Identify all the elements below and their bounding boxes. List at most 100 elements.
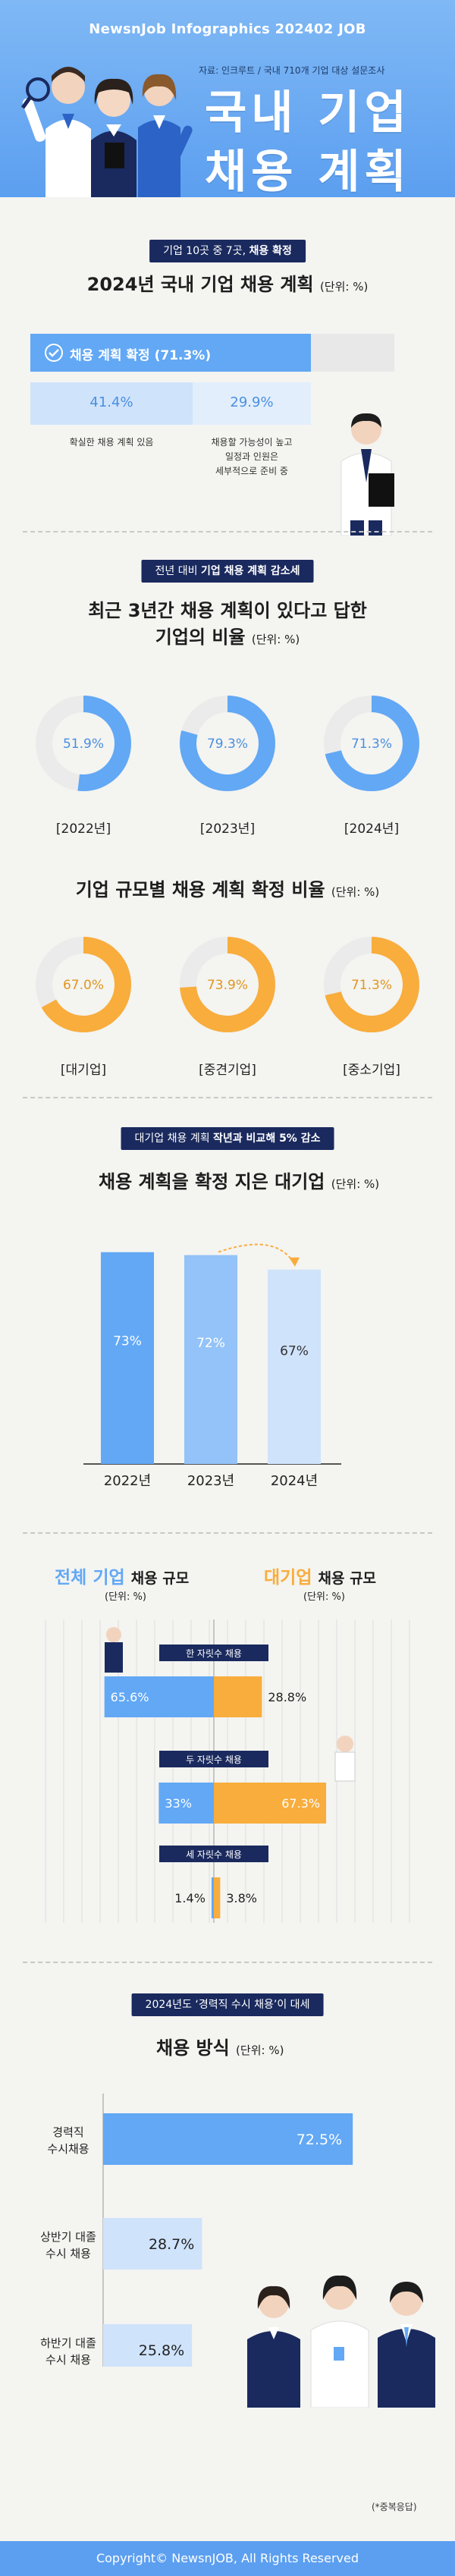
large-companies-value: 67.3% — [281, 1796, 320, 1811]
scale-label-left: 채용 규모 — [130, 1570, 190, 1587]
donut-category-label: [중견기업] — [199, 1063, 256, 1078]
all-companies-bar — [104, 1676, 214, 1717]
duplicate-response-note: (*중복응답) — [372, 2502, 417, 2512]
section4-pill-bold: 작년과 비교해 5% 감소 — [213, 1132, 321, 1145]
bar — [103, 2324, 193, 2367]
large-companies-label: 대기업 — [264, 1568, 312, 1588]
bar — [103, 2113, 353, 2165]
woman-head-icon — [337, 1736, 353, 1752]
all-companies-value: 1.4% — [174, 1891, 206, 1905]
bar — [101, 1252, 154, 1464]
section4-unit: (단위: %) — [331, 1177, 380, 1191]
donut-value-label: 67.0% — [63, 978, 104, 993]
large-companies-bar — [214, 1676, 262, 1717]
large-companies-bar — [214, 1877, 221, 1918]
all-companies-value: 33% — [165, 1796, 192, 1811]
large-companies-value: 28.8% — [268, 1690, 306, 1704]
donut-value-label: 79.3% — [207, 737, 248, 752]
all-companies-bar — [158, 1783, 214, 1824]
likely-plan-caption: 채용할 가능성이 높고 일정과 인원은 세부적으로 준비 중 — [211, 437, 293, 477]
bar — [184, 1255, 237, 1464]
all-companies-bar — [211, 1877, 214, 1918]
category-label: 세 자릿수 채용 — [186, 1849, 242, 1860]
section3-title-text: 기업 규모별 채용 계획 확정 비율 — [75, 879, 325, 900]
donut-category-label: [2024년] — [344, 821, 399, 837]
bar-value-label: 73% — [113, 1334, 142, 1349]
donut-slice — [324, 696, 419, 791]
section2-pill-bold: 기업 채용 계획 감소세 — [200, 565, 300, 577]
donut-value-label: 73.9% — [207, 978, 248, 993]
bar-category-label: 하반기 대졸 — [40, 2336, 96, 2350]
section2-unit: (단위: %) — [251, 632, 300, 646]
company-size-donut-chart: 67.0% [대기업] 73.9% [중견기업] 71.3% [중소기업] — [36, 937, 419, 1078]
bar-category-label: 수시 채용 — [46, 2353, 91, 2367]
category-label: 한 자릿수 채용 — [186, 1648, 242, 1659]
donut-category-label: [대기업] — [61, 1063, 106, 1078]
donut-category-label: [2023년] — [200, 821, 255, 837]
brand-title: NewsnJob Infographics 202402 JOB — [89, 21, 366, 37]
bar-value-label: 28.7% — [149, 2236, 194, 2253]
donut-value-label: 71.3% — [351, 737, 392, 752]
footer-copyright: Copyright© NewsnJOB, All Rights Reserved — [0, 2541, 455, 2576]
unconfirmed-plan-bar — [311, 334, 394, 372]
hiring-scale-butterfly-chart: 한 자릿수 채용 65.6% 28.8% 두 자릿수 채용 33% 67.3% 세 자릿수 … — [45, 1619, 410, 1923]
bar-value-label: 72.5% — [297, 2131, 342, 2148]
trend-arrow-head — [289, 1257, 300, 1267]
category-pill — [159, 1751, 268, 1767]
divider — [23, 1097, 432, 1098]
divider — [23, 531, 432, 532]
section1-pill-text: 기업 10곳 중 7곳, — [163, 245, 246, 257]
large-companies-bar — [214, 1783, 327, 1824]
divider — [23, 1532, 432, 1534]
donut-slice — [180, 937, 275, 1032]
bar-value-label: 72% — [196, 1336, 225, 1351]
section1-title: 2024년 국내 기업 채용 계획 (단위: %) — [0, 272, 455, 298]
donut-category-label: [중소기업] — [343, 1063, 400, 1078]
office-workers-illustration — [20, 67, 193, 197]
donut-slice — [36, 937, 131, 1032]
donut-value-label: 51.9% — [63, 737, 104, 752]
large-companies-scale-title: 대기업 채용 규모 — [264, 1563, 376, 1588]
source-note: 자료: 인크루트 / 국내 710개 기업 대상 설문조사 — [199, 65, 385, 76]
all-companies-value: 65.6% — [111, 1690, 149, 1704]
divider — [23, 1962, 432, 1963]
certain-plan-value: 41.4% — [89, 394, 133, 410]
man-body-icon — [105, 1642, 123, 1673]
bar-value-label: 67% — [280, 1343, 309, 1359]
section3-unit: (단위: %) — [331, 885, 380, 899]
section1-title-text: 2024년 국내 기업 채용 계획 — [86, 274, 314, 295]
left-unit: (단위: %) — [105, 1591, 146, 1603]
section6-title: 채용 방식 (단위: %) — [156, 2033, 284, 2059]
check-circle-icon — [45, 344, 63, 362]
confirmed-plan-bar — [30, 334, 311, 372]
section2-title-line2: 기업의 비율 — [155, 626, 246, 648]
certain-plan-caption: 확실한 채용 계획 있음 — [69, 437, 154, 448]
donut-slice — [324, 937, 419, 1032]
section1-pill: 기업 10곳 중 7곳, 채용 확정 — [149, 240, 306, 262]
bar-category-label: 수시 채용 — [46, 2247, 91, 2260]
confirmed-plan-label: 채용 계획 확정 (71.3%) — [70, 348, 212, 363]
section3-title: 기업 규모별 채용 계획 확정 비율 (단위: %) — [0, 877, 455, 903]
bar-category-label: 상반기 대졸 — [40, 2230, 96, 2244]
donut-value-label: 71.3% — [351, 978, 392, 993]
all-companies-scale-title: 전체 기업 채용 규모 — [55, 1563, 189, 1588]
header-banner: NewsnJob Infographics 202402 JOB 자료: 인크루… — [0, 0, 455, 197]
certain-plan-bar — [30, 382, 193, 425]
bar-category-label: 경력직 — [52, 2125, 83, 2139]
donut-category-label: [2022년] — [56, 821, 111, 837]
main-title-line2: 채용 계획 — [205, 146, 411, 197]
man-with-clipboard-illustration — [340, 413, 394, 536]
section6-title-text: 채용 방식 — [156, 2037, 230, 2059]
section2-title: 최근 3년간 채용 계획이 있다고 답한 기업의 비율 (단위: %) — [0, 598, 455, 651]
section1-pill-bold: 채용 확정 — [249, 245, 292, 257]
section2-pill: 전년 대비 기업 채용 계획 감소세 — [141, 560, 314, 583]
section4-pill: 대기업 채용 계획 작년과 비교해 5% 감소 — [121, 1127, 334, 1150]
donut-slice — [180, 696, 275, 791]
bar-category-label: 2023년 — [187, 1473, 234, 1489]
section2-title-line1: 최근 3년간 채용 계획이 있다고 답한 — [88, 600, 367, 621]
large-company-yearly-bar-chart: 73% 2022년 72% 2023년 67% 2024년 — [83, 1243, 341, 1489]
bar-category-label: 2024년 — [271, 1473, 318, 1489]
section6-unit: (단위: %) — [236, 2044, 284, 2057]
bar-value-label: 25.8% — [139, 2342, 184, 2359]
